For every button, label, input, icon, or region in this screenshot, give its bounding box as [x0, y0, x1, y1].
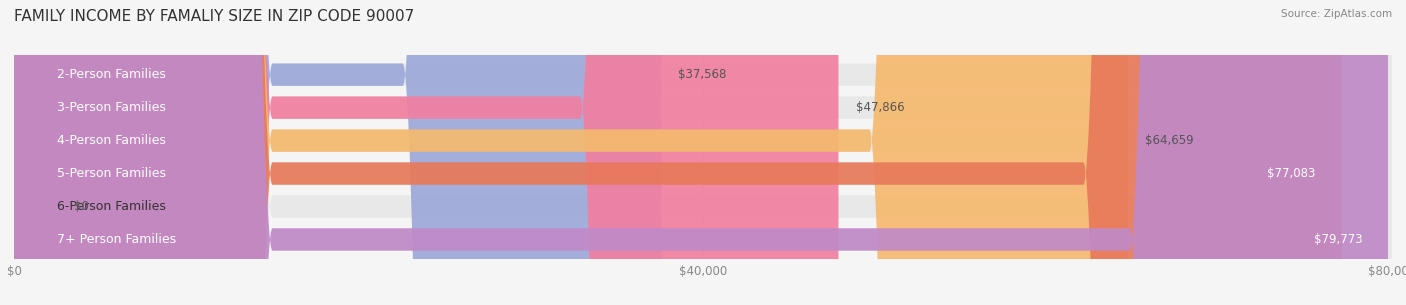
Text: 6-Person Families: 6-Person Families: [58, 200, 166, 213]
FancyBboxPatch shape: [14, 0, 1392, 305]
Text: $77,083: $77,083: [1267, 167, 1316, 180]
FancyBboxPatch shape: [14, 0, 1392, 305]
FancyBboxPatch shape: [14, 0, 1341, 305]
FancyBboxPatch shape: [14, 0, 1392, 305]
FancyBboxPatch shape: [14, 0, 1392, 305]
Text: 4-Person Families: 4-Person Families: [58, 134, 166, 147]
FancyBboxPatch shape: [14, 0, 1392, 305]
FancyBboxPatch shape: [14, 0, 838, 305]
FancyBboxPatch shape: [14, 0, 1128, 305]
Text: 5-Person Families: 5-Person Families: [58, 167, 166, 180]
Text: $0: $0: [75, 200, 89, 213]
Text: Source: ZipAtlas.com: Source: ZipAtlas.com: [1281, 9, 1392, 19]
Text: $64,659: $64,659: [1144, 134, 1194, 147]
Text: $37,568: $37,568: [678, 68, 727, 81]
Text: 3-Person Families: 3-Person Families: [58, 101, 166, 114]
FancyBboxPatch shape: [14, 0, 1388, 305]
FancyBboxPatch shape: [14, 0, 1392, 305]
FancyBboxPatch shape: [14, 0, 661, 305]
Text: 2-Person Families: 2-Person Families: [58, 68, 166, 81]
Text: $47,866: $47,866: [856, 101, 904, 114]
Text: $79,773: $79,773: [1313, 233, 1362, 246]
Text: 7+ Person Families: 7+ Person Families: [58, 233, 176, 246]
Text: FAMILY INCOME BY FAMALIY SIZE IN ZIP CODE 90007: FAMILY INCOME BY FAMALIY SIZE IN ZIP COD…: [14, 9, 415, 24]
